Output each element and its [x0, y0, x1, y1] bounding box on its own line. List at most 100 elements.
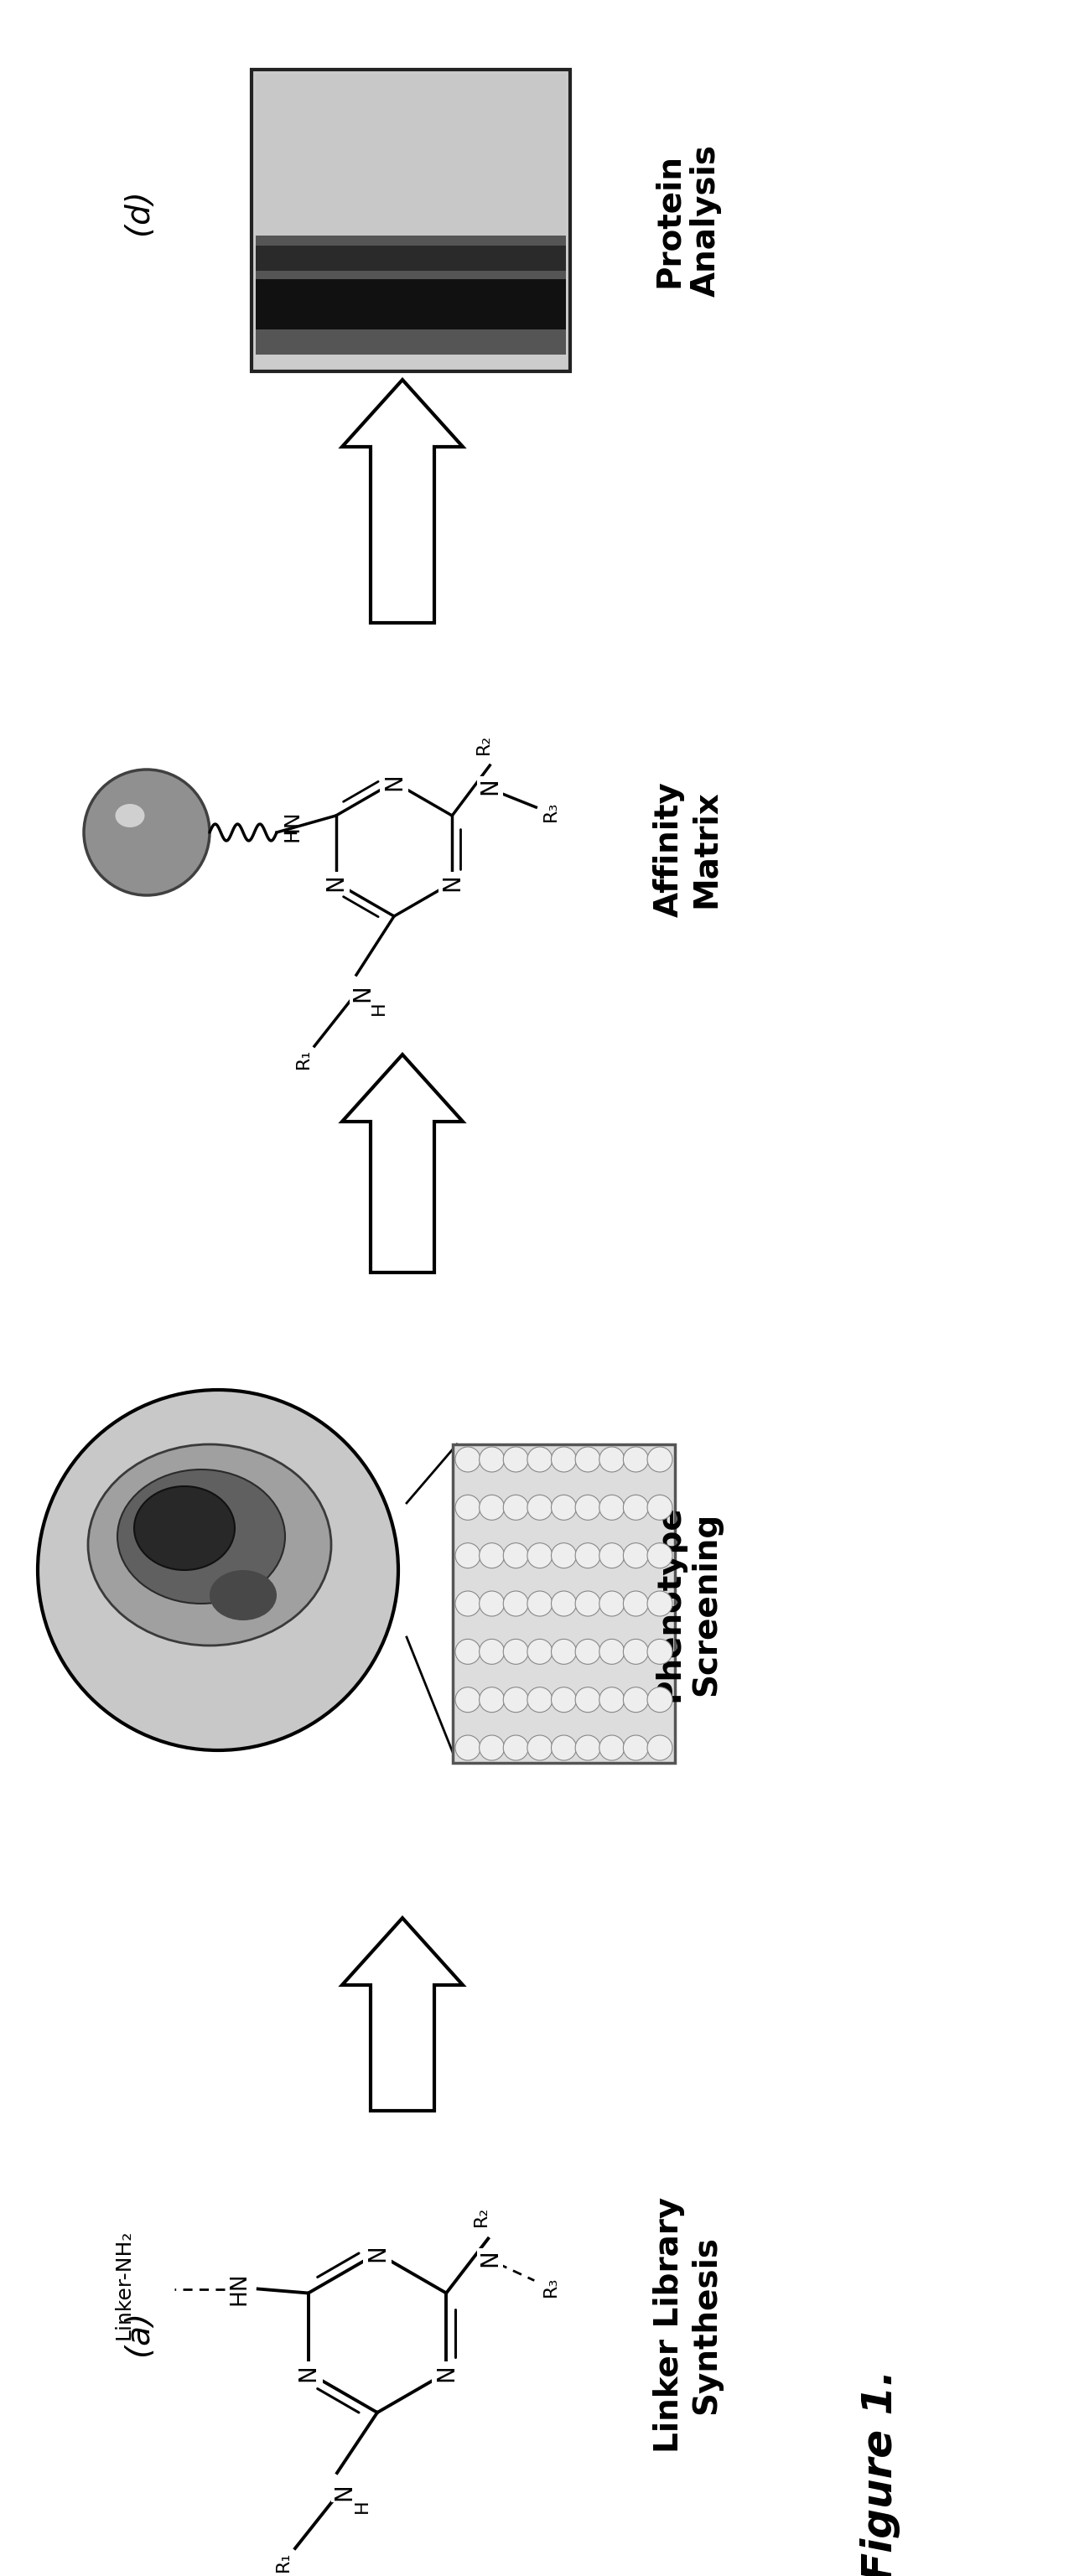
Circle shape — [576, 1638, 600, 1664]
Circle shape — [455, 1736, 480, 1759]
Ellipse shape — [134, 1486, 235, 1571]
Text: (d): (d) — [122, 188, 155, 234]
Circle shape — [648, 1736, 672, 1759]
Circle shape — [504, 1448, 528, 1471]
Circle shape — [527, 1494, 552, 1520]
Circle shape — [455, 1543, 480, 1569]
Circle shape — [599, 1494, 624, 1520]
Polygon shape — [343, 1054, 463, 1273]
Circle shape — [623, 1638, 649, 1664]
FancyBboxPatch shape — [256, 75, 566, 234]
Ellipse shape — [117, 1468, 285, 1605]
Circle shape — [599, 1687, 624, 1713]
Circle shape — [576, 1494, 600, 1520]
Circle shape — [648, 1494, 672, 1520]
Circle shape — [623, 1494, 649, 1520]
Text: R₂: R₂ — [473, 2205, 490, 2226]
Text: (a): (a) — [122, 2311, 155, 2354]
Circle shape — [455, 1494, 480, 1520]
Text: Figure 1.: Figure 1. — [860, 2370, 900, 2576]
Circle shape — [479, 1494, 505, 1520]
Text: N: N — [332, 2483, 355, 2501]
Text: Protein
Analysis: Protein Analysis — [653, 144, 722, 296]
Circle shape — [479, 1736, 505, 1759]
Text: Affinity
Matrix: Affinity Matrix — [653, 781, 722, 917]
Circle shape — [84, 770, 209, 896]
Circle shape — [551, 1638, 577, 1664]
Circle shape — [527, 1448, 552, 1471]
Text: R₁: R₁ — [275, 2553, 292, 2571]
Circle shape — [599, 1448, 624, 1471]
Text: HN: HN — [229, 2272, 250, 2306]
Circle shape — [551, 1543, 577, 1569]
Circle shape — [38, 1391, 398, 1749]
Text: R₁: R₁ — [295, 1048, 311, 1069]
Text: N: N — [365, 2244, 389, 2262]
Circle shape — [623, 1736, 649, 1759]
Circle shape — [648, 1638, 672, 1664]
Polygon shape — [343, 1919, 463, 2110]
Circle shape — [455, 1687, 480, 1713]
Circle shape — [455, 1638, 480, 1664]
Circle shape — [551, 1448, 577, 1471]
Circle shape — [576, 1592, 600, 1615]
Ellipse shape — [88, 1445, 331, 1646]
Circle shape — [479, 1638, 505, 1664]
Text: H: H — [353, 2499, 371, 2514]
Circle shape — [527, 1543, 552, 1569]
Text: H: H — [371, 1002, 388, 1015]
Circle shape — [455, 1592, 480, 1615]
FancyBboxPatch shape — [256, 234, 566, 355]
Text: Linker Library
Synthesis: Linker Library Synthesis — [653, 2197, 722, 2452]
Circle shape — [648, 1543, 672, 1569]
Circle shape — [599, 1736, 624, 1759]
FancyBboxPatch shape — [256, 278, 566, 330]
Circle shape — [551, 1736, 577, 1759]
Circle shape — [527, 1638, 552, 1664]
Circle shape — [648, 1448, 672, 1471]
Circle shape — [504, 1543, 528, 1569]
Text: HN: HN — [281, 809, 302, 842]
Polygon shape — [343, 379, 463, 623]
Text: R₃: R₃ — [542, 801, 560, 822]
Circle shape — [527, 1736, 552, 1759]
Circle shape — [479, 1687, 505, 1713]
Text: R₃: R₃ — [542, 2277, 560, 2298]
Text: N: N — [478, 778, 502, 796]
Circle shape — [576, 1543, 600, 1569]
Circle shape — [504, 1592, 528, 1615]
Circle shape — [504, 1736, 528, 1759]
Circle shape — [623, 1592, 649, 1615]
Circle shape — [551, 1494, 577, 1520]
Text: Phenotype
Screening: Phenotype Screening — [653, 1504, 722, 1703]
FancyBboxPatch shape — [251, 70, 570, 371]
Text: (c): (c) — [122, 827, 155, 871]
Circle shape — [648, 1592, 672, 1615]
Text: N: N — [350, 984, 374, 1002]
Text: Linker-NH₂: Linker-NH₂ — [114, 2231, 134, 2339]
Text: N: N — [435, 2365, 458, 2380]
FancyBboxPatch shape — [256, 245, 566, 270]
Text: N: N — [296, 2365, 320, 2380]
Circle shape — [551, 1687, 577, 1713]
Text: N: N — [382, 773, 406, 791]
Circle shape — [479, 1543, 505, 1569]
Circle shape — [576, 1448, 600, 1471]
Circle shape — [527, 1687, 552, 1713]
Circle shape — [599, 1638, 624, 1664]
Circle shape — [599, 1592, 624, 1615]
Ellipse shape — [209, 1571, 277, 1620]
Text: (b): (b) — [122, 1571, 155, 1618]
Text: N: N — [324, 873, 348, 891]
Circle shape — [551, 1592, 577, 1615]
Circle shape — [576, 1736, 600, 1759]
Circle shape — [623, 1543, 649, 1569]
Text: N: N — [478, 2249, 502, 2267]
Circle shape — [504, 1494, 528, 1520]
Circle shape — [623, 1687, 649, 1713]
Circle shape — [599, 1543, 624, 1569]
Circle shape — [527, 1592, 552, 1615]
Circle shape — [576, 1687, 600, 1713]
Circle shape — [623, 1448, 649, 1471]
Circle shape — [504, 1687, 528, 1713]
